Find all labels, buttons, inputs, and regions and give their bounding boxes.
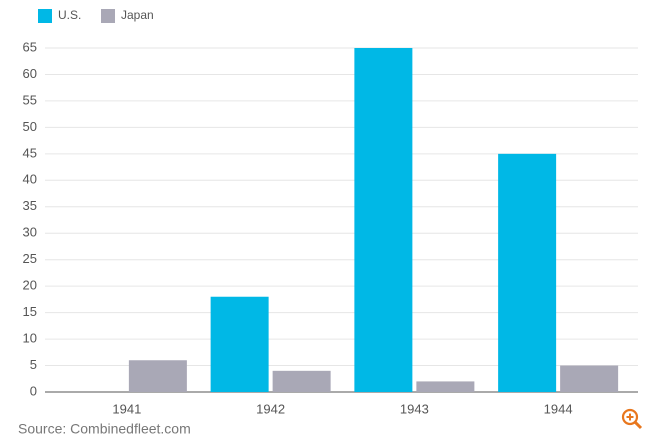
zoom-lens: [621, 408, 639, 426]
bar: [354, 48, 413, 392]
y-tick-label: 10: [23, 331, 37, 346]
source-note: Source: Combinedfleet.com: [18, 421, 191, 436]
y-tick-label: 5: [30, 357, 37, 372]
y-tick-label: 20: [23, 278, 37, 293]
y-tick-label: 65: [23, 39, 37, 54]
legend-swatch: [101, 9, 115, 23]
bar: [272, 370, 331, 392]
y-tick-label: 25: [23, 251, 37, 266]
x-tick-label: 1943: [400, 401, 429, 416]
legend-label: U.S.: [58, 8, 81, 22]
y-tick-label: 50: [23, 119, 37, 134]
y-tick-label: 15: [23, 304, 37, 319]
y-tick-label: 30: [23, 225, 37, 240]
x-tick-label: 1944: [544, 401, 573, 416]
y-tick-label: 0: [30, 383, 37, 398]
y-tick-label: 60: [23, 66, 37, 81]
y-tick-label: 45: [23, 145, 37, 160]
bar: [416, 381, 475, 392]
y-tick-label: 35: [23, 198, 37, 213]
bar: [210, 296, 269, 392]
legend-label: Japan: [121, 8, 154, 22]
zoom-icon[interactable]: [621, 408, 643, 430]
y-tick-label: 55: [23, 92, 37, 107]
bar: [498, 153, 557, 392]
x-tick-label: 1942: [256, 401, 285, 416]
bar: [128, 360, 187, 392]
legend-swatch: [38, 9, 52, 23]
zoom-handle: [633, 420, 643, 430]
x-tick-label: 1941: [112, 401, 141, 416]
bar: [560, 365, 619, 392]
y-tick-label: 40: [23, 172, 37, 187]
